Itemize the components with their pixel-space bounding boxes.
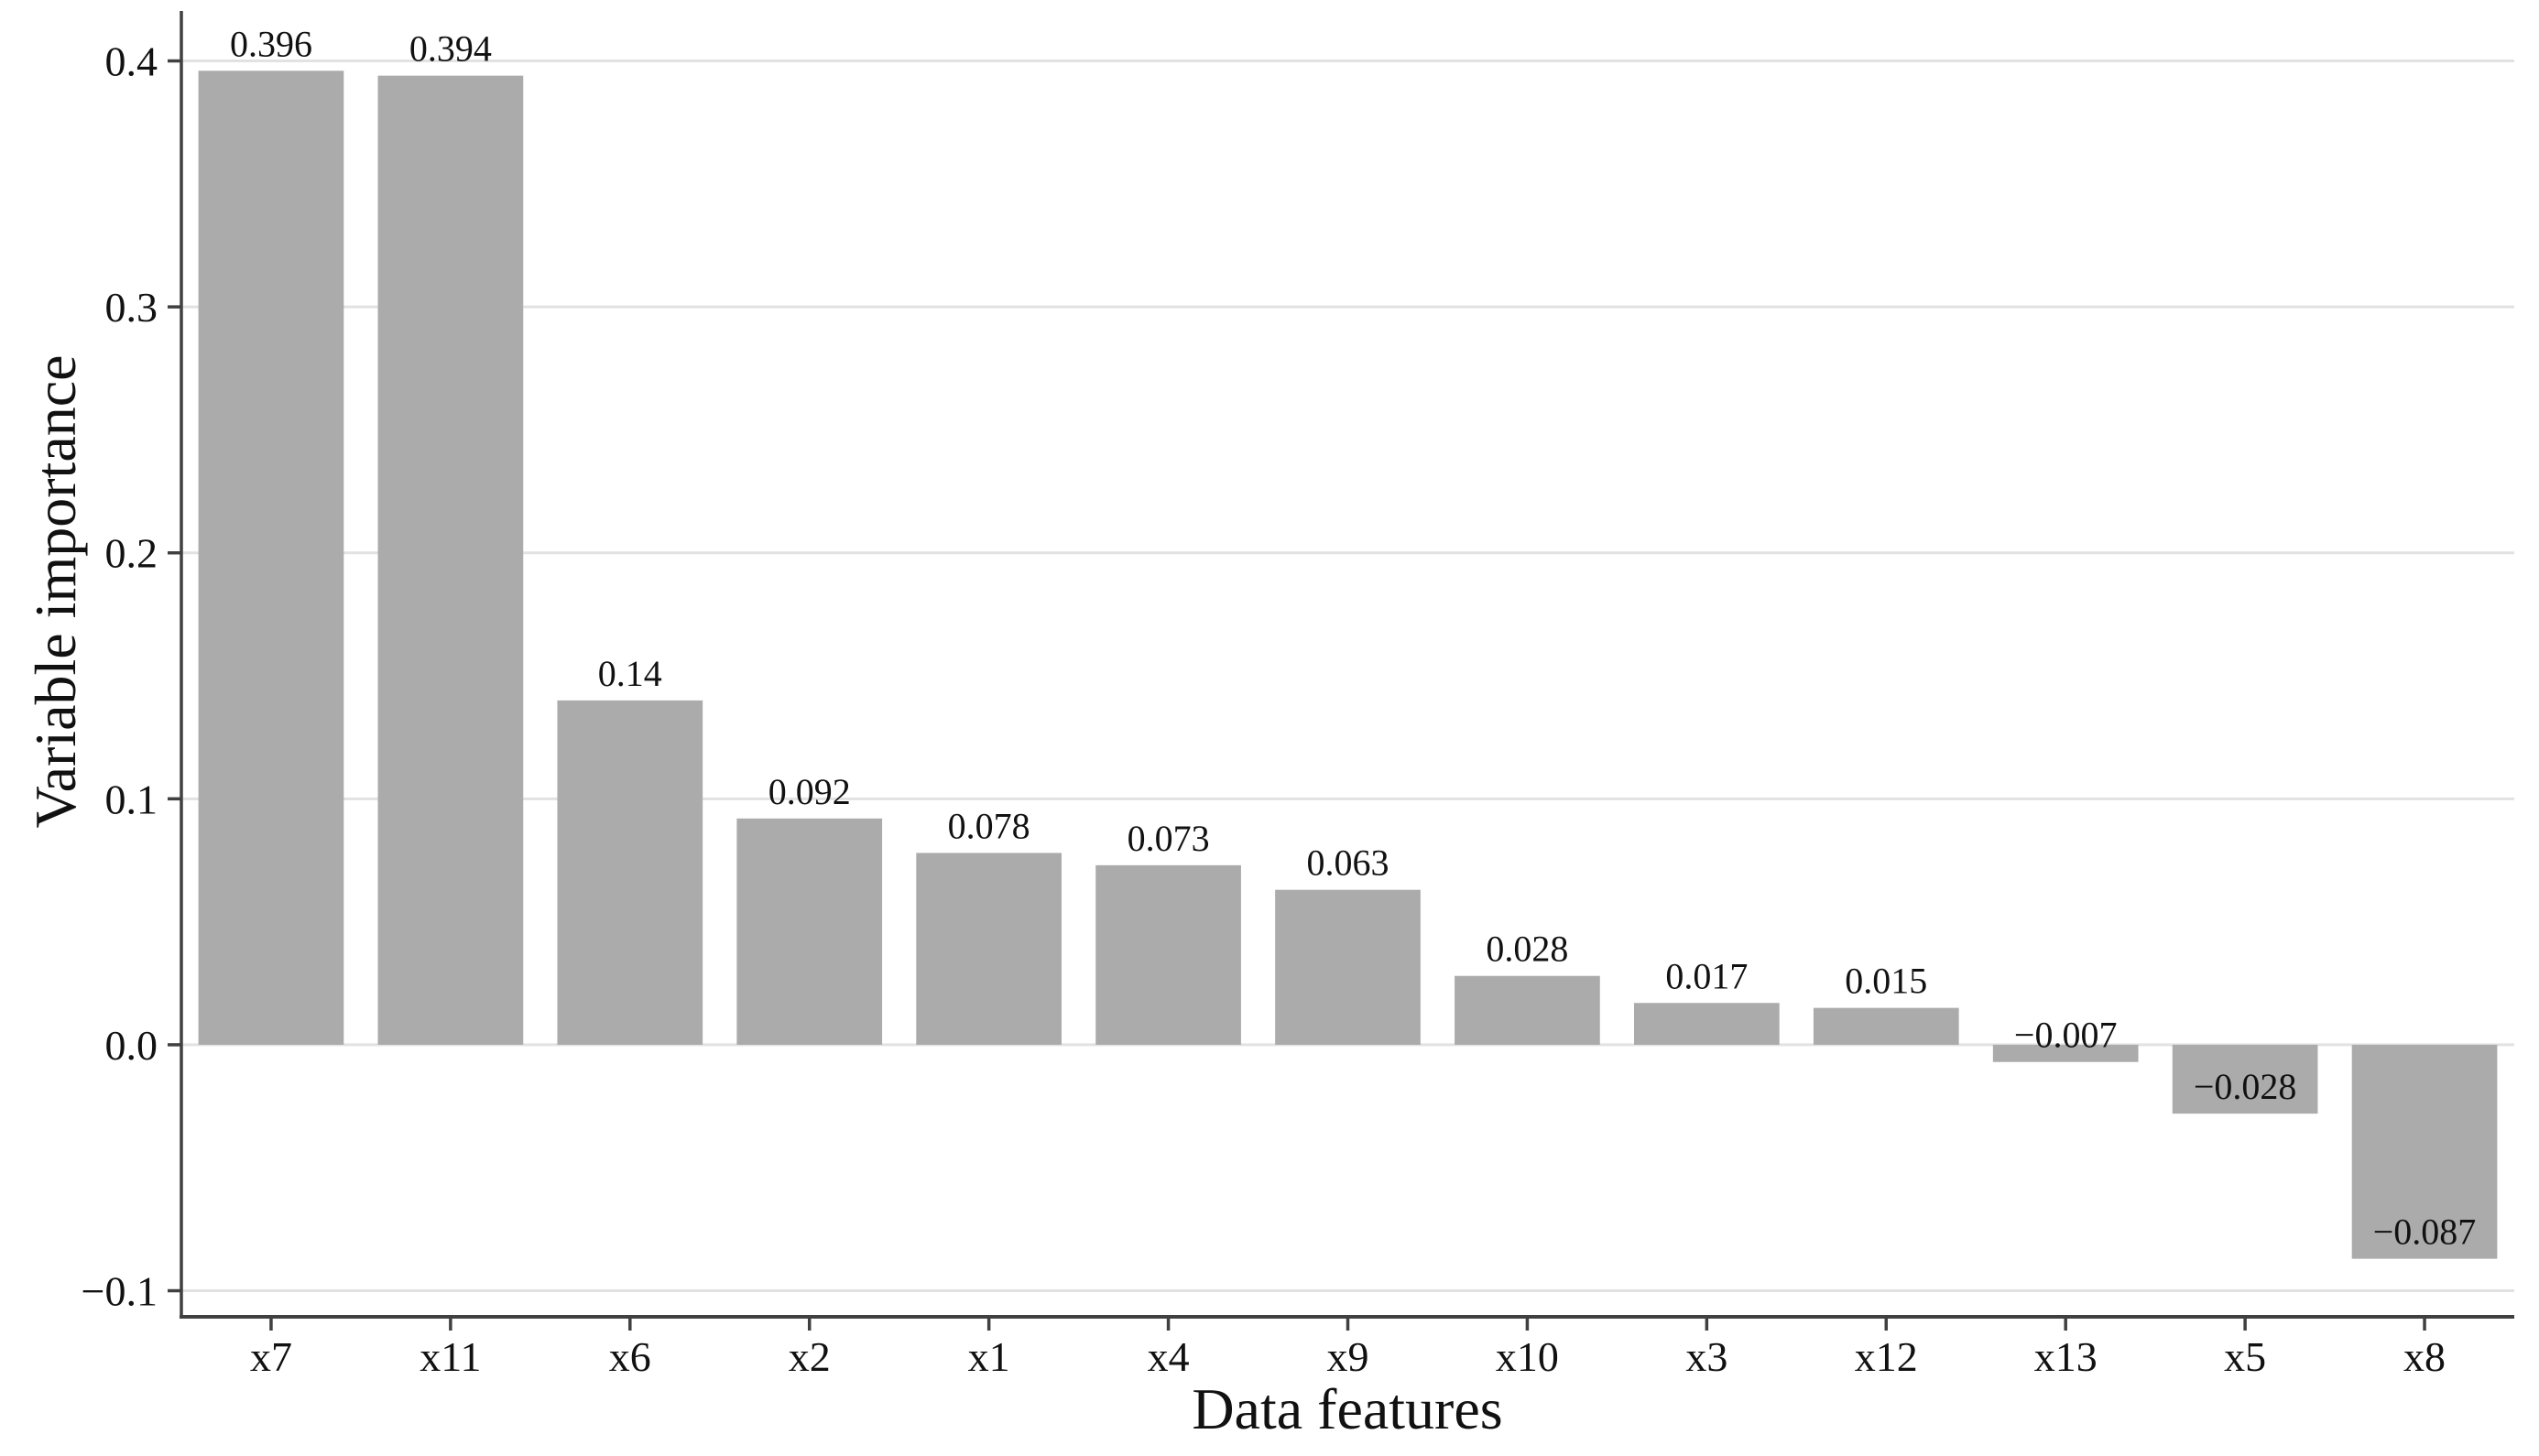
y-tick-label: 0.0 [105, 1022, 158, 1069]
x-tick-label: x4 [1148, 1333, 1190, 1380]
bar-value-label: 0.394 [409, 28, 492, 70]
bars-group: 0.396 0.394 0.14 0.092 0.078 0.073 0.063 0.028 0… [198, 23, 2498, 1259]
bar [1813, 1007, 1959, 1045]
x-tick-label: x10 [1496, 1333, 1559, 1380]
x-tick-label: x9 [1327, 1333, 1369, 1380]
bar-value-label: 0.028 [1486, 929, 1568, 970]
bar [2351, 1044, 2498, 1259]
x-tick-label: x11 [420, 1333, 481, 1380]
y-tick-label: 0.4 [105, 38, 158, 85]
bar-value-label: 0.063 [1307, 842, 1389, 884]
bar [916, 853, 1062, 1045]
x-axis-title: Data features [1192, 1376, 1502, 1441]
y-tick-label: −0.1 [82, 1268, 158, 1315]
bar [1095, 864, 1241, 1045]
bar-value-label: 0.14 [598, 653, 662, 694]
bar-value-label: −0.007 [2014, 1015, 2118, 1056]
bar-value-label: 0.017 [1665, 955, 1748, 996]
x-tick-label: x6 [609, 1333, 651, 1380]
bar [1275, 889, 1421, 1045]
bar-value-label: 0.396 [230, 23, 312, 64]
x-tick-label: x2 [789, 1333, 831, 1380]
bar-value-label: 0.015 [1845, 961, 1927, 1002]
axes-group [168, 11, 2514, 1331]
bar-value-label: −0.087 [2373, 1212, 2477, 1253]
y-axis-title: Variable importance [23, 354, 88, 828]
x-tick-label: x7 [250, 1333, 292, 1380]
x-tick-label: x12 [1855, 1333, 1918, 1380]
x-tick-label: x5 [2224, 1333, 2266, 1380]
x-tick-label: x8 [2403, 1333, 2446, 1380]
bar [736, 818, 883, 1045]
bar-value-label: 0.078 [948, 805, 1030, 846]
bar [1633, 1003, 1780, 1045]
bar [1992, 1044, 2139, 1062]
bar [1455, 975, 1600, 1045]
x-tick-label: x1 [968, 1333, 1010, 1380]
bar [557, 700, 703, 1045]
bar [2172, 1044, 2318, 1114]
bar-value-label: 0.092 [768, 771, 851, 812]
x-tick-label: x3 [1685, 1333, 1727, 1380]
gridlines-group [181, 60, 2514, 1293]
y-tick-label: 0.2 [105, 530, 158, 577]
y-tick-label: 0.1 [105, 776, 158, 822]
y-tick-label: 0.3 [105, 284, 158, 331]
bar [377, 75, 524, 1045]
bar-value-label: 0.073 [1128, 818, 1210, 859]
x-tick-label: x13 [2034, 1333, 2098, 1380]
bar [198, 71, 344, 1045]
tick-labels-group: 0.4 0.3 0.2 0.1 0.0 −0.1 x7 x11 x6 x2 x1 x4 x9 x10 x3 x… [82, 38, 2446, 1380]
bar-value-label: −0.028 [2194, 1066, 2297, 1107]
